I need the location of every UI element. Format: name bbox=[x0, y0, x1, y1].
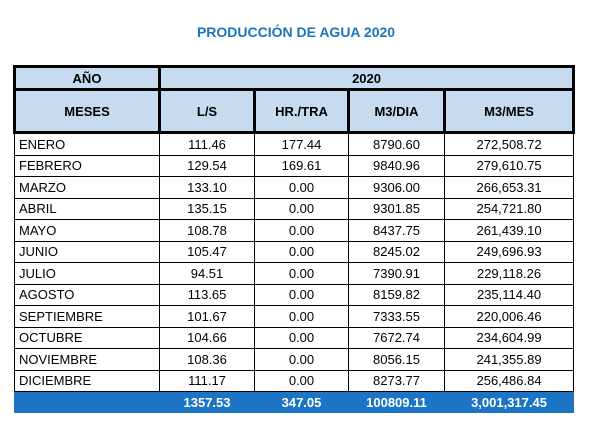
value-cell: 256,486.84 bbox=[443, 369, 575, 392]
month-cell: MAYO bbox=[14, 219, 160, 242]
data-row: AGOSTO 113.65 0.00 8159.82 235,114.40 bbox=[14, 283, 575, 306]
value-cell: 111.17 bbox=[159, 369, 255, 392]
value-cell: 7672.74 bbox=[348, 326, 445, 349]
value-cell: 8273.77 bbox=[348, 369, 445, 392]
month-cell: ABRIL bbox=[14, 197, 160, 220]
total-cell: 1357.53 bbox=[159, 391, 255, 413]
value-cell: 0.00 bbox=[254, 197, 349, 220]
value-cell: 111.46 bbox=[159, 132, 255, 156]
value-cell: 241,355.89 bbox=[443, 348, 575, 371]
data-row: DICIEMBRE 111.17 0.00 8273.77 256,486.84 bbox=[14, 369, 575, 392]
value-cell: 279,610.75 bbox=[443, 154, 575, 177]
column-header: HR./TRA bbox=[253, 88, 350, 134]
value-cell: 108.78 bbox=[159, 219, 255, 242]
totals-label-cell bbox=[14, 391, 160, 413]
value-cell: 7390.91 bbox=[348, 262, 445, 285]
value-cell: 0.00 bbox=[254, 326, 349, 349]
value-cell: 249,696.93 bbox=[443, 240, 575, 263]
value-cell: 104.66 bbox=[159, 326, 255, 349]
data-row: JUNIO 105.47 0.00 8245.02 249,696.93 bbox=[14, 240, 575, 263]
value-cell: 0.00 bbox=[254, 240, 349, 263]
month-cell: DICIEMBRE bbox=[14, 369, 160, 392]
value-cell: 133.10 bbox=[159, 176, 255, 199]
month-cell: OCTUBRE bbox=[14, 326, 160, 349]
value-cell: 220,006.46 bbox=[443, 305, 575, 328]
value-cell: 272,508.72 bbox=[443, 132, 575, 156]
value-cell: 0.00 bbox=[254, 219, 349, 242]
month-cell: FEBRERO bbox=[14, 154, 160, 177]
month-cell: AGOSTO bbox=[14, 283, 160, 306]
column-header: M3/DIA bbox=[347, 88, 446, 134]
column-header: L/S bbox=[158, 88, 256, 134]
total-cell: 3,001,317.45 bbox=[443, 391, 575, 413]
value-cell: 266,653.31 bbox=[443, 176, 575, 199]
value-cell: 0.00 bbox=[254, 176, 349, 199]
value-cell: 105.47 bbox=[159, 240, 255, 263]
value-cell: 0.00 bbox=[254, 262, 349, 285]
data-row: FEBRERO 129.54 169.61 9840.96 279,610.75 bbox=[14, 154, 575, 177]
month-cell: JULIO bbox=[14, 262, 160, 285]
value-cell: 0.00 bbox=[254, 305, 349, 328]
value-cell: 135.15 bbox=[159, 197, 255, 220]
value-cell: 234,604.99 bbox=[443, 326, 575, 349]
value-cell: 8790.60 bbox=[348, 132, 445, 156]
column-header: M3/MES bbox=[442, 88, 576, 134]
total-cell: 100809.11 bbox=[348, 391, 445, 413]
year-label: AÑO bbox=[13, 65, 161, 91]
production-table: AÑO 2020 MESES L/S HR./TRA M3/DIA M3/MES ENER… bbox=[13, 65, 576, 413]
value-cell: 235,114.40 bbox=[443, 283, 575, 306]
year: 2020 bbox=[157, 65, 576, 91]
title: PRODUCCIÓN DE AGUA 2020 bbox=[196, 24, 396, 40]
value-cell: 0.00 bbox=[254, 348, 349, 371]
value-cell: 9840.96 bbox=[348, 154, 445, 177]
value-cell: 254,721.80 bbox=[443, 197, 575, 220]
data-row: MARZO 133.10 0.00 9306.00 266,653.31 bbox=[14, 176, 575, 199]
year-row: AÑO 2020 bbox=[13, 65, 576, 91]
value-cell: 169.61 bbox=[254, 154, 349, 177]
value-cell: 9306.00 bbox=[348, 176, 445, 199]
value-cell: 8056.15 bbox=[348, 348, 445, 371]
month-cell: NOVIEMBRE bbox=[14, 348, 160, 371]
data-row: SEPTIEMBRE 101.67 0.00 7333.55 220,006.46 bbox=[14, 305, 575, 328]
total-cell: 347.05 bbox=[254, 391, 349, 413]
value-cell: 8159.82 bbox=[348, 283, 445, 306]
value-cell: 129.54 bbox=[159, 154, 255, 177]
value-cell: 9301.85 bbox=[348, 197, 445, 220]
month-cell: SEPTIEMBRE bbox=[14, 305, 160, 328]
data-row: ENERO 111.46 177.44 8790.60 272,508.72 bbox=[14, 132, 575, 156]
value-cell: 108.36 bbox=[159, 348, 255, 371]
month-cell: ENERO bbox=[14, 132, 160, 156]
month-cell: MARZO bbox=[14, 176, 160, 199]
value-cell: 101.67 bbox=[159, 305, 255, 328]
data-row: NOVIEMBRE 108.36 0.00 8056.15 241,355.89 bbox=[14, 348, 575, 371]
header-row: MESES L/S HR./TRA M3/DIA M3/MES bbox=[13, 88, 576, 134]
value-cell: 8437.75 bbox=[348, 219, 445, 242]
data-row: ABRIL 135.15 0.00 9301.85 254,721.80 bbox=[14, 197, 575, 220]
totals-row: 1357.53 347.05 100809.11 3,001,317.45 bbox=[14, 391, 575, 413]
value-cell: 0.00 bbox=[254, 369, 349, 392]
data-row: OCTUBRE 104.66 0.00 7672.74 234,604.99 bbox=[14, 326, 575, 349]
value-cell: 8245.02 bbox=[348, 240, 445, 263]
value-cell: 7333.55 bbox=[348, 305, 445, 328]
data-row: MAYO 108.78 0.00 8437.75 261,439.10 bbox=[14, 219, 575, 242]
value-cell: 94.51 bbox=[159, 262, 255, 285]
value-cell: 0.00 bbox=[254, 283, 349, 306]
column-header: MESES bbox=[13, 88, 161, 134]
value-cell: 177.44 bbox=[254, 132, 349, 156]
data-row: JULIO 94.51 0.00 7390.91 229,118.26 bbox=[14, 262, 575, 285]
value-cell: 261,439.10 bbox=[443, 219, 575, 242]
value-cell: 113.65 bbox=[159, 283, 255, 306]
value-cell: 229,118.26 bbox=[443, 262, 575, 285]
month-cell: JUNIO bbox=[14, 240, 160, 263]
